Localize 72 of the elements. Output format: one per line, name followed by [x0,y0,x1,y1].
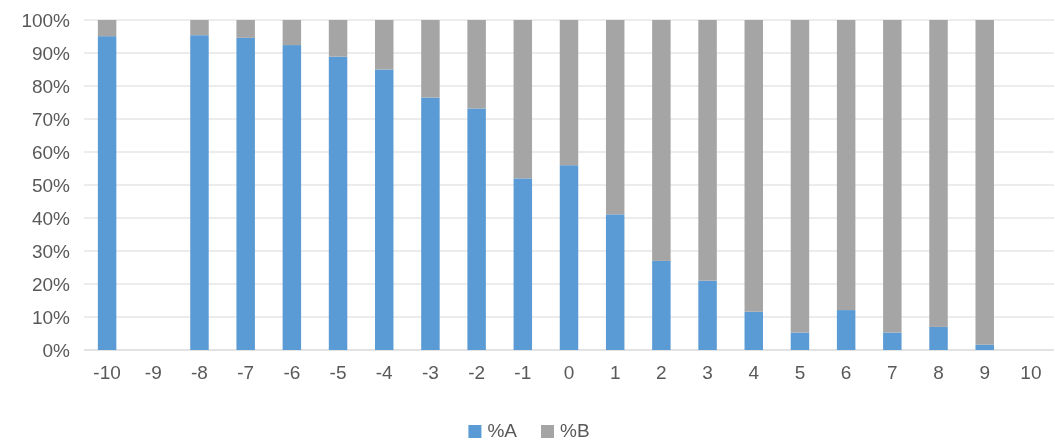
y-tick-label: 80% [31,75,71,97]
x-tick-label: -8 [191,362,208,384]
x-tick-label: -9 [144,362,162,384]
y-tick-label: 100% [21,9,71,31]
x-tick-label: 10 [1020,362,1042,384]
x-tick-label: -7 [237,362,255,384]
bar [744,20,763,312]
bar [513,178,533,350]
x-tick-label: -5 [329,362,347,384]
bar [836,310,856,350]
legend-label: %A [487,420,518,441]
bar [97,36,117,350]
x-tick-label: -2 [468,362,486,384]
x-tick-label: 6 [840,362,852,384]
x-tick-label: 2 [656,362,667,384]
bar [744,311,763,350]
bar [467,108,486,350]
x-tick-label: 3 [702,362,713,384]
bar [790,20,810,333]
bar [698,280,717,350]
bar [375,20,394,70]
bar [421,20,440,98]
y-tick-label: 70% [31,108,71,130]
legend-label: %B [560,420,590,441]
bar [790,332,810,350]
y-tick-label: 50% [31,174,71,196]
bar [236,20,255,38]
bar [282,45,302,350]
bar [836,20,856,311]
bar [652,260,671,350]
bar [975,344,994,350]
bar [929,20,948,327]
x-tick-label: 9 [979,362,990,384]
bar [375,69,394,350]
x-tick-label: -6 [283,362,301,384]
y-tick-label: 40% [31,207,71,229]
y-tick-label: 20% [31,273,71,295]
bar [698,20,717,281]
y-tick-label: 90% [31,42,71,64]
x-tick-label: -4 [375,362,394,384]
bar [236,37,255,350]
x-tick-label: 7 [887,362,898,384]
bar [328,20,348,57]
x-tick-label: 1 [609,362,621,384]
bar [975,20,994,345]
bar [559,20,579,166]
x-tick-label: 4 [748,362,760,384]
y-tick-label: 60% [31,141,71,163]
bar [97,20,117,37]
bar [282,20,302,46]
x-tick-label: 5 [794,362,806,384]
bar [883,332,902,350]
bar [559,165,579,350]
bar [467,20,486,109]
bar [605,20,625,215]
bar [190,20,209,36]
bar [605,214,625,350]
y-tick-label: 0% [42,339,71,361]
x-tick-label: -1 [514,362,532,384]
x-tick-label: -3 [421,362,439,384]
y-tick-label: 30% [31,240,71,262]
bar [328,56,348,350]
y-tick-label: 10% [31,306,71,328]
bar [513,20,533,179]
bar [421,97,440,350]
bar [652,20,671,261]
x-tick-label: -10 [93,362,121,384]
x-tick-label: 8 [933,362,944,384]
bar [929,326,948,350]
x-tick-label: 0 [563,362,575,384]
bar [190,35,209,350]
bar [883,20,902,333]
